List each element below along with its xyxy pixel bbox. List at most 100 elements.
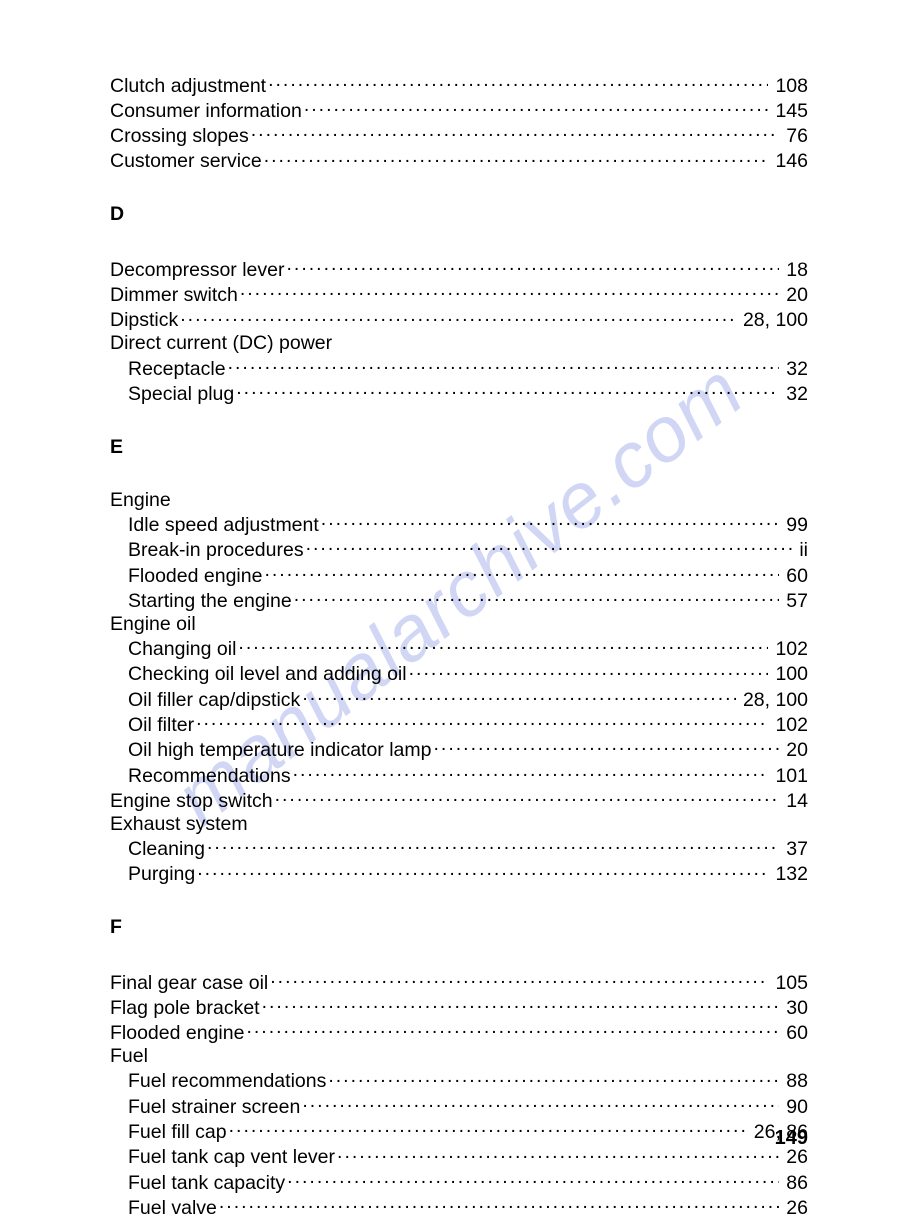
- index-entry-label: Fuel tank cap vent lever: [110, 1146, 335, 1169]
- index-leader-dots: [286, 256, 779, 276]
- index-entry: Decompressor lever18: [110, 256, 808, 281]
- index-entry-page: 108: [771, 75, 808, 98]
- index-entry-page: 86: [782, 1172, 808, 1195]
- index-entry: Special plug 32: [110, 380, 808, 405]
- index-entry-page: 99: [782, 514, 808, 537]
- index-entry: Recommendations101: [110, 762, 808, 787]
- index-entry: Dimmer switch 20: [110, 282, 808, 307]
- index-entry: Fuel tank capacity86: [110, 1169, 808, 1194]
- index-entry-page: 132: [771, 863, 808, 886]
- index-entry-label: Special plug: [110, 383, 234, 406]
- index-entry-page: 30: [782, 997, 808, 1020]
- index-entry: Engine stop switch14: [110, 787, 808, 812]
- index-leader-dots: [409, 661, 769, 681]
- index-entry-page: 20: [782, 284, 808, 307]
- index-entry: Oil filter102: [110, 711, 808, 736]
- index-entry-label: Idle speed adjustment: [110, 514, 319, 537]
- index-entry: Customer service146: [110, 148, 808, 173]
- index-entry-page: 32: [782, 358, 808, 381]
- index-entry: Exhaust system: [110, 813, 808, 836]
- index-entry: Flooded engine60: [110, 1020, 808, 1045]
- index-entry: Oil filler cap/dipstick28, 100: [110, 686, 808, 711]
- index-entry: Fuel recommendations 88: [110, 1068, 808, 1093]
- index-entry: Fuel tank cap vent lever 26: [110, 1144, 808, 1169]
- index-entry-page: 57: [782, 590, 808, 613]
- index-leader-dots: [196, 711, 768, 731]
- section-letter: F: [110, 916, 808, 939]
- index-leader-dots: [246, 1020, 779, 1040]
- index-entry-label: Engine: [110, 489, 171, 512]
- index-entry-label: Fuel valve: [110, 1197, 217, 1220]
- index-entry-page: 90: [782, 1096, 808, 1119]
- index-entry: Fuel valve 26: [110, 1194, 808, 1219]
- index-entry: Dipstick 28, 100: [110, 307, 808, 332]
- index-entry: Consumer information145: [110, 97, 808, 122]
- index-entry-label: Oil filter: [110, 714, 194, 737]
- index-leader-dots: [294, 587, 780, 607]
- index-entry-label: Recommendations: [110, 765, 291, 788]
- index-entry-label: Receptacle: [110, 358, 226, 381]
- index-entry-label: Cleaning: [110, 838, 205, 861]
- index-entry-page: 60: [782, 1022, 808, 1045]
- index-leader-dots: [180, 307, 736, 327]
- index-entry-page: 76: [782, 125, 808, 148]
- index-entry-page: 26: [782, 1197, 808, 1220]
- index-leader-dots: [304, 97, 769, 117]
- index-entry: Purging 132: [110, 861, 808, 886]
- index-leader-dots: [264, 148, 769, 168]
- index-entry-label: Dipstick: [110, 309, 178, 332]
- index-entry-label: Fuel: [110, 1045, 148, 1068]
- index-leader-dots: [328, 1068, 779, 1088]
- index-entry: Fuel: [110, 1045, 808, 1068]
- index-entry-label: Engine oil: [110, 613, 196, 636]
- index-entry-page: 102: [771, 638, 808, 661]
- index-entry-page: 32: [782, 383, 808, 406]
- index-leader-dots: [302, 1093, 779, 1113]
- index-leader-dots: [270, 969, 768, 989]
- index-entry: Clutch adjustment 108: [110, 72, 808, 97]
- index-leader-dots: [262, 994, 780, 1014]
- index-leader-dots: [268, 72, 768, 92]
- index-leader-dots: [219, 1194, 779, 1214]
- index-leader-dots: [337, 1144, 779, 1164]
- index-content: Clutch adjustment 108Consumer information…: [110, 72, 808, 1220]
- index-leader-dots: [293, 762, 769, 782]
- index-entry: Receptacle 32: [110, 355, 808, 380]
- index-entry: Engine: [110, 489, 808, 512]
- index-leader-dots: [306, 537, 793, 557]
- index-entry-label: Exhaust system: [110, 813, 248, 836]
- index-leader-dots: [275, 787, 780, 807]
- index-leader-dots: [251, 123, 780, 143]
- index-entry-page: 14: [782, 790, 808, 813]
- index-entry-label: Crossing slopes: [110, 125, 249, 148]
- index-entry: Engine oil: [110, 613, 808, 636]
- index-entry-label: Customer service: [110, 150, 262, 173]
- index-entry-label: Clutch adjustment: [110, 75, 266, 98]
- index-entry-label: Flooded engine: [110, 565, 262, 588]
- index-entry-page: 26: [782, 1146, 808, 1169]
- index-entry-label: Direct current (DC) power: [110, 332, 332, 355]
- index-entry-label: Final gear case oil: [110, 972, 268, 995]
- index-entry-page: ii: [795, 539, 808, 562]
- index-entry-label: Purging: [110, 863, 195, 886]
- index-entry-page: 28, 100: [739, 309, 808, 332]
- index-entry-label: Fuel recommendations: [110, 1070, 326, 1093]
- index-entry-page: 20: [782, 739, 808, 762]
- index-entry-label: Dimmer switch: [110, 284, 238, 307]
- index-entry-label: Flag pole bracket: [110, 997, 260, 1020]
- section-letter: E: [110, 436, 808, 459]
- index-entry-label: Decompressor lever: [110, 259, 284, 282]
- index-entry-page: 26, 86: [750, 1121, 808, 1144]
- index-entry: Break-in proceduresii: [110, 537, 808, 562]
- index-leader-dots: [229, 1119, 747, 1139]
- index-entry: Final gear case oil 105: [110, 969, 808, 994]
- index-entry-page: 88: [782, 1070, 808, 1093]
- index-leader-dots: [240, 282, 779, 302]
- index-leader-dots: [321, 511, 780, 531]
- index-entry-label: Checking oil level and adding oil: [110, 663, 407, 686]
- index-entry-label: Fuel strainer screen: [110, 1096, 300, 1119]
- index-entry: Fuel fill cap26, 86: [110, 1119, 808, 1144]
- index-leader-dots: [197, 861, 768, 881]
- index-entry-label: Oil filler cap/dipstick: [110, 689, 300, 712]
- index-entry-page: 105: [771, 972, 808, 995]
